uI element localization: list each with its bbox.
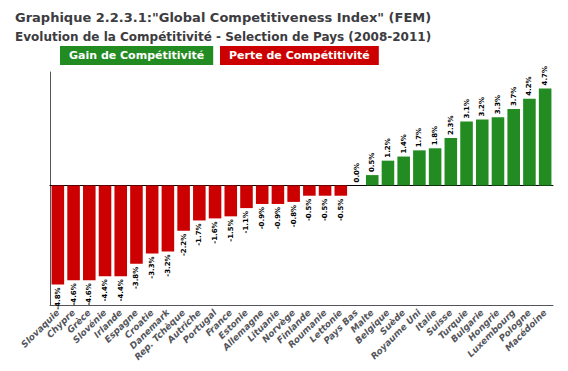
- svg-text:-4.6%: -4.6%: [85, 283, 93, 305]
- svg-text:Irlande: Irlande: [91, 307, 125, 340]
- svg-text:4.7%: 4.7%: [541, 66, 549, 85]
- svg-text:-3.3%: -3.3%: [148, 256, 156, 278]
- svg-text:Evolution de la Compétitivité: Evolution de la Compétitivité - Selectio…: [15, 30, 431, 44]
- svg-text:Bulgarie: Bulgarie: [448, 307, 486, 345]
- svg-text:Suède: Suède: [377, 307, 408, 337]
- svg-text:0.5%: 0.5%: [368, 153, 376, 172]
- svg-text:1.8%: 1.8%: [431, 126, 439, 145]
- svg-text:-0.8%: -0.8%: [290, 205, 298, 227]
- svg-text:-3.8%: -3.8%: [132, 267, 140, 289]
- svg-text:Lituanie: Lituanie: [245, 307, 282, 344]
- svg-text:3.3%: 3.3%: [494, 95, 502, 114]
- svg-text:Graphique 2.2.3.1:"Global Comp: Graphique 2.2.3.1:"Global Competitivenes…: [15, 10, 431, 25]
- svg-text:Royaume Uni: Royaume Uni: [369, 307, 424, 362]
- svg-text:Rep. Tchèque: Rep. Tchèque: [132, 307, 188, 363]
- svg-text:Turquie: Turquie: [436, 307, 471, 342]
- svg-text:1.4%: 1.4%: [400, 134, 408, 153]
- svg-text:Danemark: Danemark: [127, 307, 172, 352]
- svg-text:Suisse: Suisse: [424, 307, 455, 338]
- svg-text:-0.5%: -0.5%: [337, 199, 345, 221]
- svg-text:-1.6%: -1.6%: [211, 221, 219, 243]
- svg-text:-2.2%: -2.2%: [180, 234, 188, 256]
- svg-text:-3.2%: -3.2%: [164, 254, 172, 276]
- svg-text:3.2%: 3.2%: [478, 97, 486, 116]
- svg-text:Macédoine: Macédoine: [503, 307, 549, 353]
- svg-text:Malte: Malte: [348, 307, 376, 335]
- svg-text:Pologne: Pologne: [496, 307, 533, 344]
- svg-text:-0.9%: -0.9%: [258, 207, 266, 229]
- svg-text:Estonie: Estonie: [216, 307, 250, 342]
- svg-text:Hongrie: Hongrie: [466, 307, 502, 343]
- svg-text:Perte de Compétitivité: Perte de Compétitivité: [229, 49, 370, 62]
- svg-text:Pays Bas: Pays Bas: [321, 307, 361, 346]
- svg-text:-4.6%: -4.6%: [70, 283, 78, 305]
- svg-text:Italie: Italie: [413, 307, 439, 333]
- svg-text:Espagne: Espagne: [102, 307, 140, 345]
- svg-text:Autriche: Autriche: [165, 307, 203, 345]
- svg-text:1.7%: 1.7%: [415, 128, 423, 147]
- svg-text:Chypre: Chypre: [44, 307, 78, 340]
- svg-text:1.2%: 1.2%: [384, 138, 392, 157]
- svg-text:0.0%: 0.0%: [353, 163, 361, 182]
- svg-text:-1.5%: -1.5%: [227, 219, 235, 241]
- svg-text:Belgique: Belgique: [353, 307, 392, 346]
- svg-text:3.7%: 3.7%: [510, 87, 518, 106]
- svg-text:-1.1%: -1.1%: [242, 211, 250, 233]
- svg-text:Allemagne: Allemagne: [220, 307, 266, 353]
- svg-text:Slovénie: Slovénie: [70, 307, 109, 346]
- svg-text:Finlande: Finlande: [274, 307, 313, 346]
- svg-text:-0.5%: -0.5%: [321, 199, 329, 221]
- svg-text:Norvège: Norvège: [260, 307, 298, 345]
- svg-text:Croatie: Croatie: [122, 307, 156, 341]
- svg-text:France: France: [203, 307, 235, 339]
- svg-text:Portugal: Portugal: [180, 307, 219, 346]
- svg-text:3.1%: 3.1%: [463, 99, 471, 118]
- svg-text:-4.8%: -4.8%: [54, 287, 62, 309]
- svg-text:Slovaquie: Slovaquie: [19, 307, 62, 350]
- svg-text:Gain de Compétitivité: Gain de Compétitivité: [69, 49, 204, 62]
- svg-text:-4.4%: -4.4%: [117, 279, 125, 301]
- svg-text:4.2%: 4.2%: [525, 76, 533, 95]
- svg-text:-1.7%: -1.7%: [195, 223, 203, 245]
- svg-text:-0.5%: -0.5%: [305, 199, 313, 221]
- svg-text:2.3%: 2.3%: [447, 116, 455, 135]
- svg-text:Grèce: Grèce: [65, 307, 93, 336]
- svg-text:Roumanie: Roumanie: [286, 307, 329, 350]
- svg-text:Lettonie: Lettonie: [307, 307, 345, 345]
- svg-text:Luxembourg: Luxembourg: [465, 307, 518, 360]
- svg-text:-0.9%: -0.9%: [274, 207, 282, 229]
- svg-text:-4.4%: -4.4%: [101, 279, 109, 301]
